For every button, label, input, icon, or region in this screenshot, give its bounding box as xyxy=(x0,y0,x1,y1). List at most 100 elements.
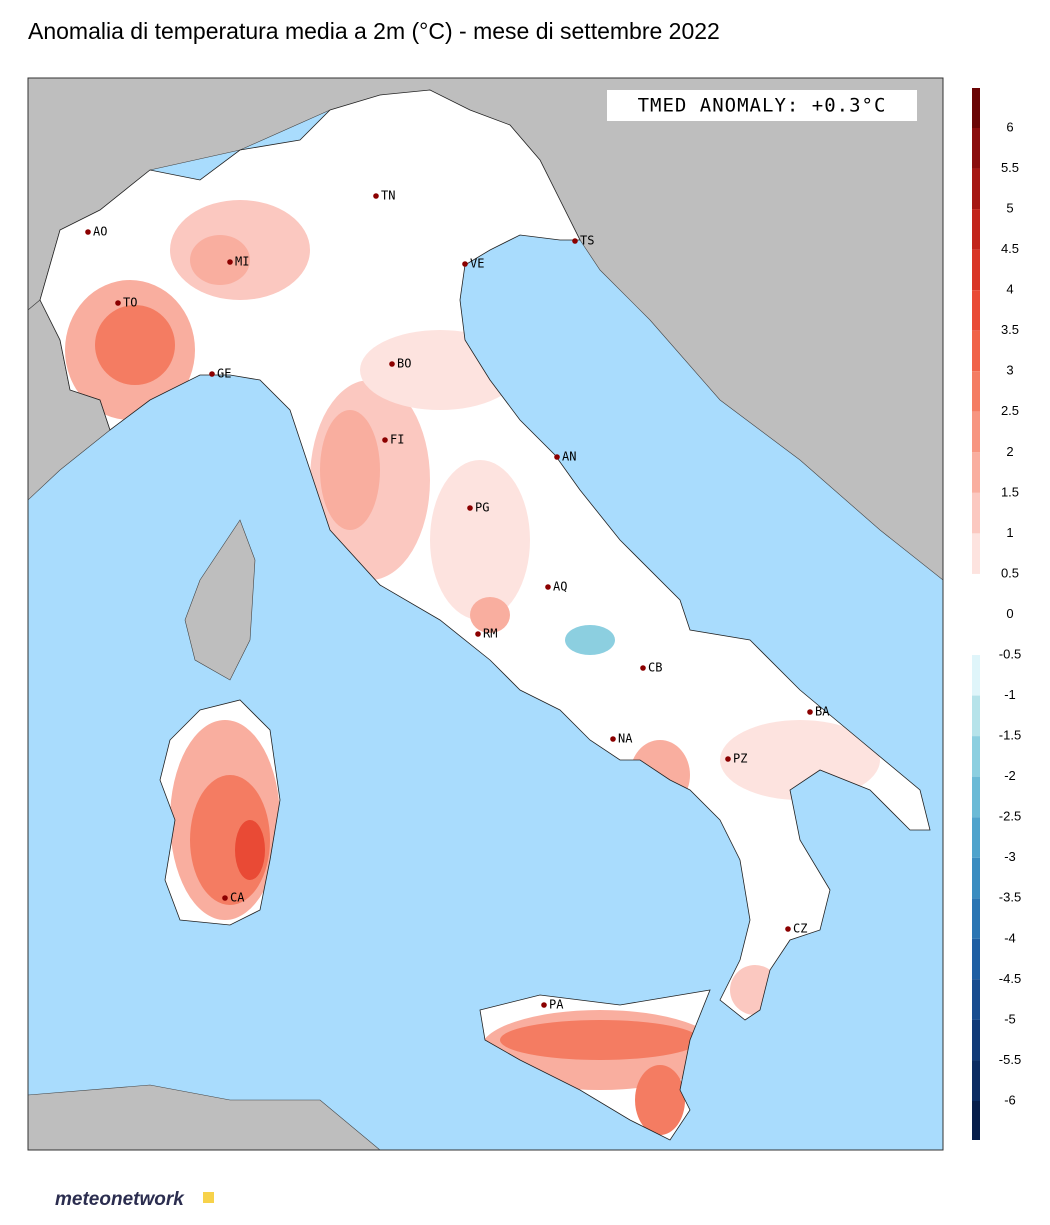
colorbar-tick-label: -4.5 xyxy=(999,971,1021,986)
city-dot xyxy=(227,259,233,265)
colorbar-segment xyxy=(972,1060,980,1101)
city-dot xyxy=(640,665,646,671)
colorbar-segment xyxy=(972,614,980,656)
colorbar-segment xyxy=(972,776,980,818)
colorbar-segment xyxy=(972,1019,980,1061)
city-label: FI xyxy=(390,433,404,447)
map: TMED ANOMALY: +0.3°C AO MI TO GE TN TS VE BO FI A… xyxy=(28,78,943,1150)
colorbar-tick-label: 4.5 xyxy=(1001,241,1019,256)
city-label: AO xyxy=(93,225,107,239)
annotation: TMED ANOMALY: +0.3°C xyxy=(638,95,887,117)
city-dot xyxy=(389,361,395,367)
colorbar-segment xyxy=(972,533,980,574)
colorbar-tick-label: -3 xyxy=(1004,849,1016,864)
city-label: TN xyxy=(381,189,395,203)
colorbar-segment xyxy=(972,452,980,493)
city-dot xyxy=(545,584,551,590)
colorbar-tick-label: -2.5 xyxy=(999,809,1021,824)
colorbar-tick-label: 6 xyxy=(1006,119,1013,134)
colorbar: 6 5.5 5 4.5 4 3.5 3 2.5 2 1.5 1 0.5 0 -0.5 -1 -1.5 -2 -2.… xyxy=(972,88,1021,1140)
city-label: CZ xyxy=(793,922,807,936)
city-label: PA xyxy=(549,998,564,1012)
cities: AO MI TO GE TN TS VE BO FI AN PG AQ RM CB BA NA PZ CZ CA PA xyxy=(85,189,830,1012)
colorbar-tick-label: -1 xyxy=(1004,687,1016,702)
city-label: AQ xyxy=(553,580,567,594)
city-dot xyxy=(807,709,813,715)
colorbar-tick-label: -5 xyxy=(1004,1011,1016,1026)
city-label: TO xyxy=(123,296,137,310)
corsica xyxy=(184,519,256,681)
city-label: BO xyxy=(397,357,411,371)
logo: meteonetwork xyxy=(55,1189,185,1210)
colorbar-segment xyxy=(972,290,980,331)
colorbar-segment xyxy=(972,898,980,939)
colorbar-tick-label: -2 xyxy=(1004,768,1016,783)
city-label: RM xyxy=(483,627,497,641)
city-dot xyxy=(785,926,791,932)
colorbar-tick-label: 1.5 xyxy=(1001,484,1019,499)
city-dot xyxy=(382,437,388,443)
city-label: CA xyxy=(230,891,245,905)
city-label: NA xyxy=(618,732,633,746)
colorbar-segment xyxy=(972,411,980,453)
colorbar-segment xyxy=(972,128,980,169)
colorbar-tick-label: -0.5 xyxy=(999,646,1021,661)
city-label: MI xyxy=(235,255,249,269)
city-dot xyxy=(115,300,121,306)
colorbar-tick-label: 2.5 xyxy=(1001,403,1019,418)
colorbar-segment xyxy=(972,168,980,210)
city-dot xyxy=(85,229,91,235)
colorbar-segment xyxy=(972,209,980,250)
colorbar-segment xyxy=(972,979,980,1020)
annotation-box xyxy=(607,90,917,121)
logo-square xyxy=(203,1192,214,1203)
title: Anomalia di temperatura media a 2m (°C) … xyxy=(28,18,720,44)
colorbar-tick-label: 5 xyxy=(1006,201,1013,216)
colorbar-segment xyxy=(972,857,980,899)
city-label: PZ xyxy=(733,752,747,766)
colorbar-tick-label: 1 xyxy=(1006,525,1013,540)
city-dot xyxy=(373,193,379,199)
colorbar-segment xyxy=(972,695,980,737)
city-dot xyxy=(572,238,578,244)
colorbar-tick-label: 3 xyxy=(1006,363,1013,378)
colorbar-segment xyxy=(972,655,980,696)
map-frame xyxy=(27,77,944,1151)
city-label: VE xyxy=(470,257,484,271)
city-label: TS xyxy=(580,234,594,248)
city-dot xyxy=(554,454,560,460)
colorbar-tick-label: -5.5 xyxy=(999,1052,1021,1067)
colorbar-tick-label: 0.5 xyxy=(1001,565,1019,580)
colorbar-segment xyxy=(972,938,980,980)
colorbar-tick-label: 0 xyxy=(1006,606,1013,621)
colorbar-segment xyxy=(972,88,980,128)
city-label: CB xyxy=(648,661,662,675)
city-dot xyxy=(541,1002,547,1008)
city-dot xyxy=(725,756,731,762)
city-dot xyxy=(610,736,616,742)
colorbar-segment xyxy=(972,736,980,777)
city-label: BA xyxy=(815,705,830,719)
coastline xyxy=(39,89,931,1141)
colorbar-tick-label: 2 xyxy=(1006,444,1013,459)
city-dot xyxy=(467,505,473,511)
colorbar-tick-label: 3.5 xyxy=(1001,322,1019,337)
colorbar-segment xyxy=(972,817,980,858)
city-dot xyxy=(222,895,228,901)
colorbar-segment xyxy=(972,1101,980,1140)
city-dot xyxy=(462,261,468,267)
colorbar-tick-label: -6 xyxy=(1004,1092,1016,1107)
colorbar-tick-label: -4 xyxy=(1004,930,1016,945)
colorbar-segment xyxy=(972,573,980,615)
city-label: AN xyxy=(562,450,576,464)
colorbar-tick-label: -1.5 xyxy=(999,728,1021,743)
city-label: GE xyxy=(217,367,231,381)
colorbar-segment xyxy=(972,371,980,412)
colorbar-segment xyxy=(972,249,980,291)
city-dot xyxy=(475,631,481,637)
colorbar-segment xyxy=(972,492,980,534)
colorbar-segment xyxy=(972,330,980,372)
colorbar-tick-label: 5.5 xyxy=(1001,160,1019,175)
